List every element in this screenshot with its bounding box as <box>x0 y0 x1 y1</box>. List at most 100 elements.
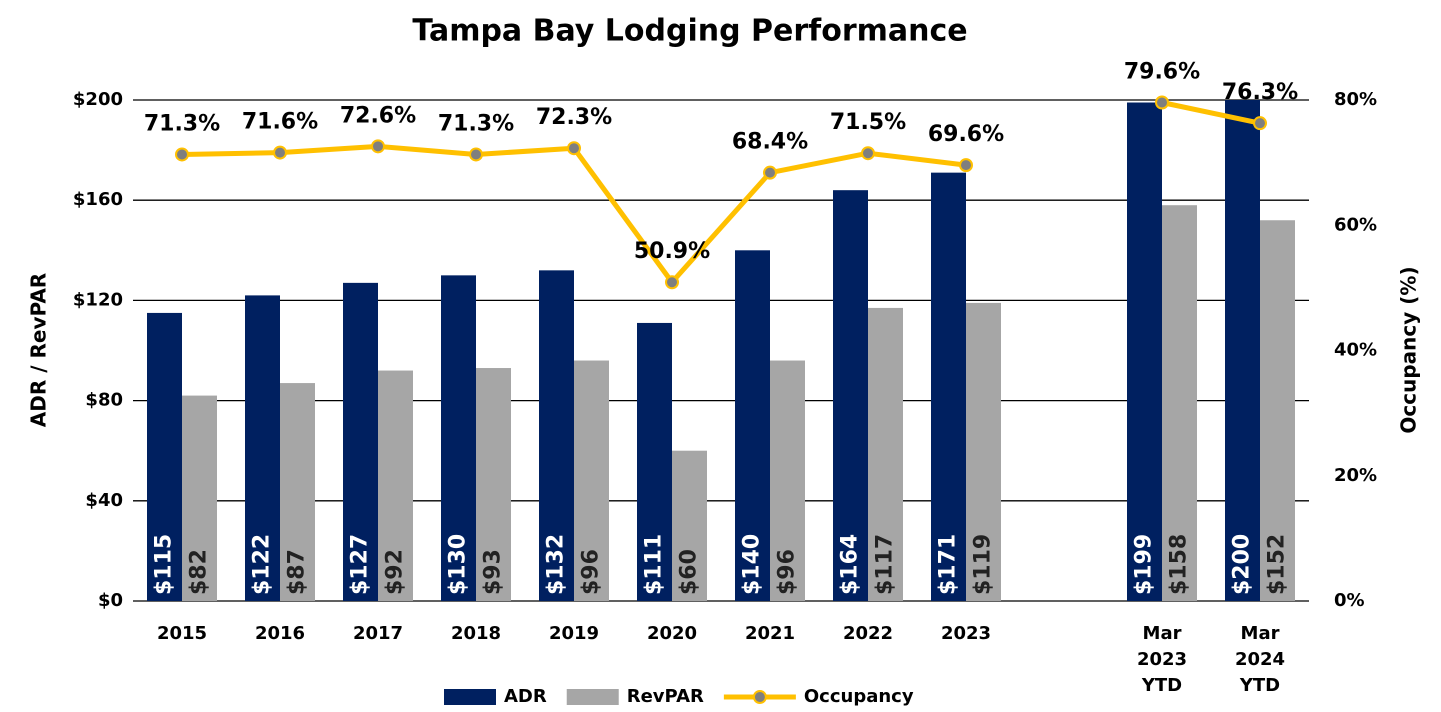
bar-value-label: $132 <box>544 534 569 595</box>
occupancy-value-label: 50.9% <box>634 239 710 264</box>
y-tick-label: $160 <box>73 189 123 210</box>
x-tick-label: 2020 <box>646 623 698 644</box>
bar <box>539 270 574 601</box>
y2-axis-label: Occupancy (%) <box>1397 266 1421 433</box>
occupancy-value-label: 71.3% <box>144 111 220 136</box>
legend-swatch <box>444 689 496 705</box>
y-tick-label: $0 <box>98 590 123 611</box>
bar <box>1225 100 1260 601</box>
x-tick-label: 2021 <box>744 623 796 644</box>
occupancy-marker <box>567 141 581 156</box>
bar <box>441 275 476 601</box>
occupancy-marker <box>371 139 385 154</box>
occupancy-marker <box>469 147 483 162</box>
bar <box>931 172 966 601</box>
bar <box>343 282 378 601</box>
bar <box>182 395 217 601</box>
occupancy-value-label: 69.6% <box>928 122 1004 147</box>
occupancy-marker <box>959 158 973 173</box>
bar <box>1260 220 1295 602</box>
legend-label: RevPAR <box>627 686 704 707</box>
x-tick-label: 2022 <box>842 623 894 644</box>
bar-value-label: $130 <box>446 534 471 595</box>
occupancy-marker <box>763 165 777 180</box>
bar-value-label: $122 <box>250 534 275 595</box>
occupancy-value-label: 71.6% <box>242 110 318 135</box>
occupancy-marker <box>861 146 875 161</box>
y2-tick-label: 40% <box>1334 340 1377 361</box>
occupancy-value-label: 72.6% <box>340 103 416 128</box>
bar <box>868 307 903 601</box>
occupancy-marker <box>665 275 679 290</box>
bar <box>735 250 770 602</box>
y2-tick-label: 20% <box>1334 465 1377 486</box>
bar <box>476 368 511 601</box>
bar-value-label: $115 <box>152 534 177 595</box>
bar-value-label: $111 <box>642 534 667 595</box>
y2-tick-label: 0% <box>1334 590 1365 611</box>
x-tick-label: Mar 2024 YTD <box>1234 623 1286 696</box>
bar <box>574 360 609 601</box>
occupancy-marker <box>1253 116 1267 131</box>
bar <box>966 302 1001 601</box>
bar <box>637 322 672 601</box>
occupancy-value-label: 71.5% <box>830 110 906 135</box>
bar <box>1162 205 1197 601</box>
x-tick-label: 2016 <box>254 623 306 644</box>
bar <box>245 295 280 601</box>
grid <box>133 99 1309 602</box>
occupancy-value-label: 72.3% <box>536 105 612 130</box>
y-axis-label: ADR / RevPAR <box>27 273 51 427</box>
y-tick-label: $40 <box>85 490 123 511</box>
legend-label: ADR <box>504 686 547 707</box>
y2-tick-label: 80% <box>1334 89 1377 110</box>
occupancy-value-label: 79.6% <box>1124 60 1200 85</box>
x-tick-label: 2015 <box>156 623 208 644</box>
x-tick-label: 2019 <box>548 623 600 644</box>
occupancy-marker <box>175 147 189 162</box>
y-tick-label: $200 <box>73 89 123 110</box>
bar <box>770 360 805 601</box>
x-tick-label: Mar 2023 YTD <box>1136 623 1188 696</box>
occupancy-marker <box>273 145 287 160</box>
bar <box>378 370 413 601</box>
bar-value-label: $171 <box>936 534 961 595</box>
occupancy-value-label: 68.4% <box>732 130 808 155</box>
bar-value-label: $152 <box>1265 534 1290 595</box>
bar <box>280 383 315 601</box>
bar-value-label: $158 <box>1167 534 1192 595</box>
y-tick-label: $120 <box>73 289 123 310</box>
bar-value-label: $96 <box>579 549 604 595</box>
x-tick-label: 2017 <box>352 623 404 644</box>
occupancy-line <box>181 100 1261 285</box>
bar-value-label: $164 <box>838 534 863 595</box>
bar-value-label: $117 <box>873 534 898 595</box>
occupancy-marker <box>1155 95 1169 110</box>
chart-title: Tampa Bay Lodging Performance <box>412 14 967 49</box>
bar-value-label: $96 <box>775 549 800 595</box>
bar <box>1127 102 1162 601</box>
legend-swatch <box>566 689 619 705</box>
bar-value-label: $199 <box>1132 534 1157 595</box>
bar-value-label: $92 <box>383 549 408 595</box>
bar <box>147 312 182 601</box>
bar-value-label: $119 <box>971 534 996 595</box>
bar-value-label: $87 <box>285 549 310 595</box>
bar-value-label: $82 <box>187 549 212 595</box>
legend-marker <box>752 690 767 704</box>
occupancy-value-label: 71.3% <box>438 111 514 136</box>
bar <box>833 190 868 601</box>
bar-value-label: $127 <box>348 534 373 595</box>
y-tick-label: $80 <box>85 390 123 411</box>
bar-value-label: $93 <box>481 549 506 595</box>
y2-tick-label: 60% <box>1334 214 1377 235</box>
bar-value-label: $140 <box>740 534 765 595</box>
bar-value-label: $60 <box>677 549 702 595</box>
legend-label: Occupancy <box>804 686 914 707</box>
bar-value-label: $200 <box>1230 534 1255 595</box>
bar <box>672 450 707 601</box>
occupancy-value-label: 76.3% <box>1222 80 1298 105</box>
x-tick-label: 2023 <box>940 623 992 644</box>
